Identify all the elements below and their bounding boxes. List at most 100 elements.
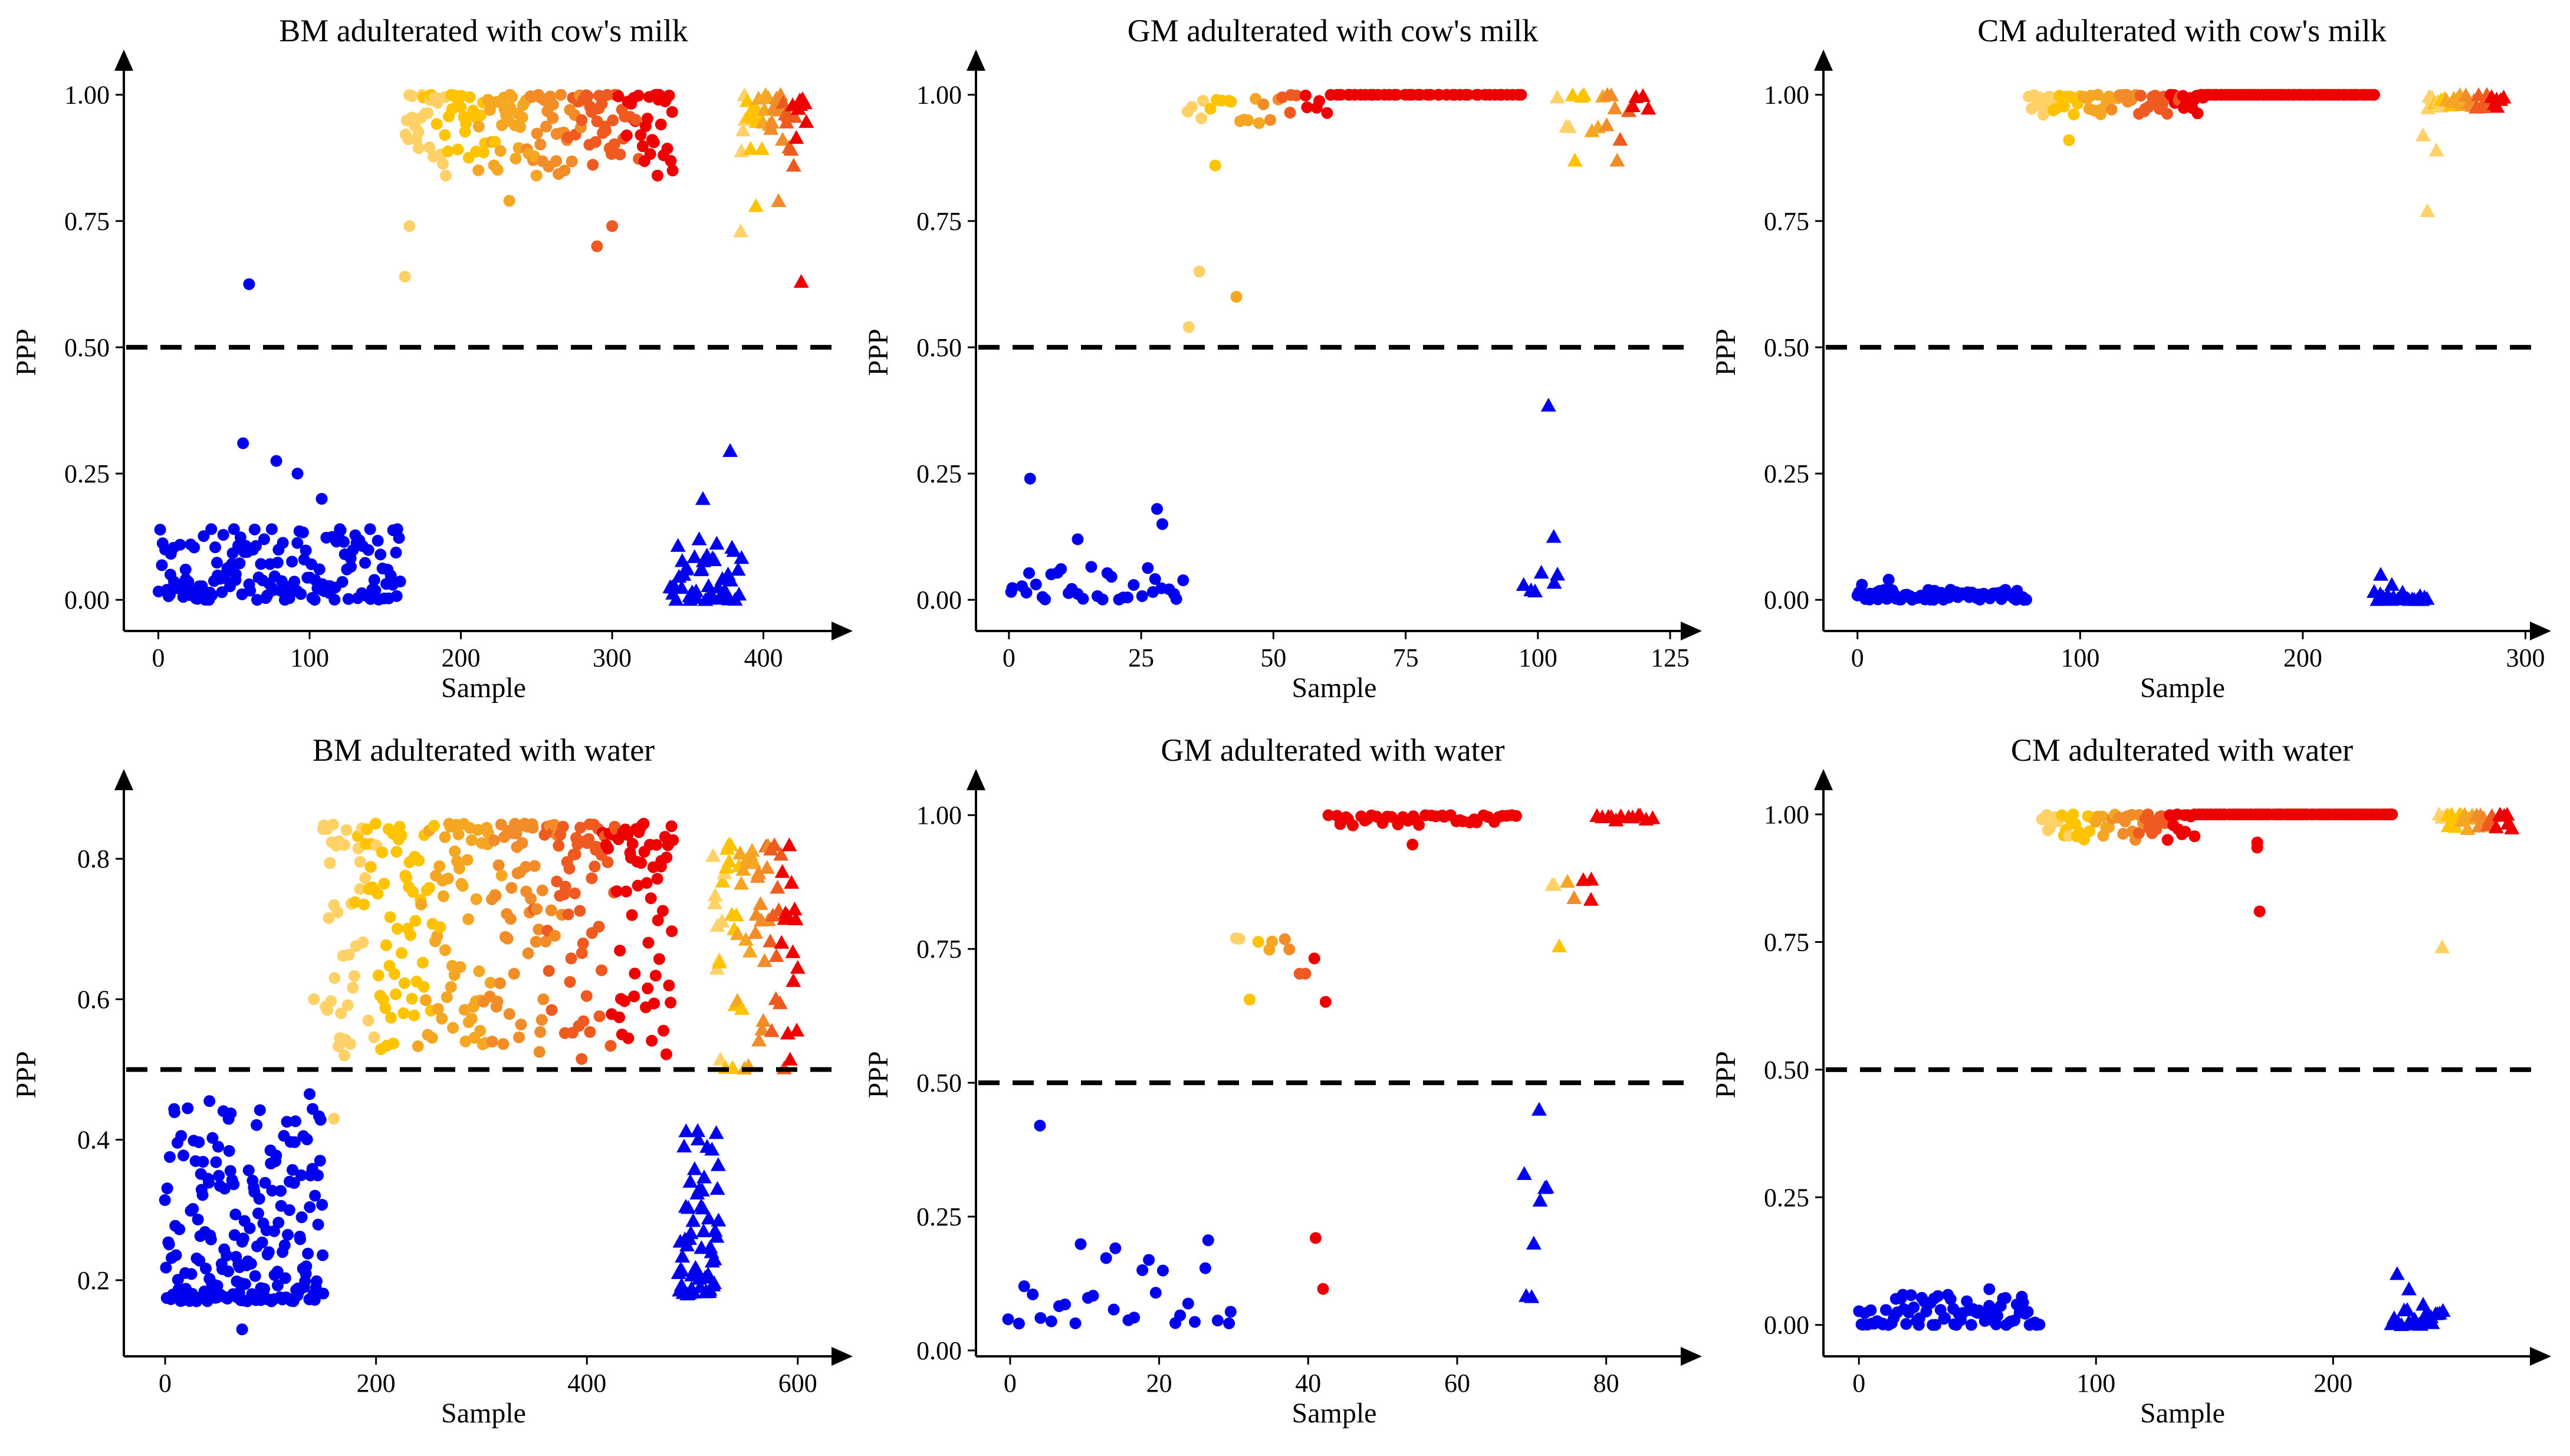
data-point — [1322, 809, 1335, 821]
data-point — [788, 911, 804, 926]
data-point — [551, 875, 563, 888]
data-point — [244, 1222, 256, 1234]
data-point — [673, 580, 689, 594]
data-point — [2415, 1297, 2431, 1311]
data-point — [666, 925, 678, 938]
data-point — [271, 1266, 284, 1278]
data-point — [690, 1131, 706, 1146]
data-point — [2188, 830, 2201, 843]
data-point — [583, 833, 595, 845]
data-point — [789, 1023, 805, 1037]
y-tick-label: 0.50 — [916, 1069, 962, 1097]
data-point — [688, 583, 704, 597]
data-point — [1279, 933, 1291, 945]
data-point — [678, 1123, 694, 1138]
data-point — [660, 851, 673, 863]
data-point — [689, 590, 705, 604]
data-point — [652, 914, 664, 926]
data-point — [1515, 88, 1527, 101]
data-point — [379, 1002, 392, 1014]
data-point — [1299, 89, 1312, 101]
data-point — [1900, 1318, 1912, 1330]
data-point — [648, 136, 660, 149]
x-tick-label: 0 — [1852, 1369, 1865, 1398]
data-point — [249, 1270, 261, 1282]
data-point — [650, 839, 663, 851]
data-point — [628, 990, 640, 1003]
data-point — [288, 576, 301, 588]
data-point — [670, 538, 686, 552]
data-point — [709, 1181, 725, 1195]
data-point — [506, 91, 518, 103]
data-point — [681, 1199, 696, 1214]
data-point — [1939, 1312, 1951, 1324]
data-point — [488, 834, 500, 847]
data-point — [773, 846, 789, 861]
data-point — [196, 580, 208, 593]
data-point — [442, 145, 454, 157]
data-point — [199, 1263, 212, 1275]
data-point — [317, 1287, 330, 1300]
data-point — [622, 1032, 635, 1044]
data-point — [484, 104, 496, 116]
data-point — [343, 949, 355, 961]
data-point — [775, 132, 791, 146]
data-point — [668, 591, 684, 606]
data-point — [530, 169, 543, 182]
data-point — [545, 904, 557, 916]
data-point — [574, 821, 587, 834]
y-axis-label: PPP — [863, 328, 894, 376]
data-point — [1929, 1319, 1941, 1331]
data-point — [1193, 265, 1205, 278]
data-point — [1510, 810, 1522, 822]
y-tick-label: 0.25 — [1764, 1183, 1809, 1212]
data-point — [1156, 1264, 1169, 1277]
data-point — [1309, 1232, 1322, 1244]
data-point — [1584, 123, 1600, 137]
data-point — [770, 880, 786, 894]
data-point — [1607, 100, 1623, 114]
data-point — [412, 1040, 424, 1053]
x-tick-label: 200 — [2313, 1369, 2352, 1398]
data-point — [170, 1249, 182, 1261]
data-point — [344, 561, 357, 573]
data-point — [394, 576, 406, 588]
data-point — [2067, 808, 2079, 820]
chart-title: CM adulterated with cow's milk — [1977, 13, 2387, 48]
data-point — [1252, 936, 1264, 948]
data-point — [1991, 1310, 2004, 1322]
data-point — [456, 880, 469, 892]
data-points — [1002, 807, 1661, 1330]
data-point — [272, 1217, 285, 1229]
data-point — [1149, 573, 1161, 585]
data-point — [340, 824, 353, 836]
data-point — [156, 559, 168, 571]
data-point — [581, 90, 594, 103]
data-point — [213, 1169, 225, 1182]
data-point — [1182, 321, 1195, 333]
data-point — [686, 549, 702, 563]
data-point — [328, 972, 341, 984]
data-point — [384, 911, 396, 923]
data-point — [742, 141, 758, 155]
x-axis-label: Sample — [2140, 1398, 2225, 1429]
data-point — [2078, 833, 2090, 846]
data-point — [547, 112, 559, 124]
data-point — [1567, 153, 1583, 167]
data-point — [250, 540, 262, 552]
data-point — [495, 869, 508, 882]
data-point — [413, 854, 425, 867]
data-point — [399, 977, 411, 990]
data-point — [1072, 533, 1084, 545]
data-point — [364, 861, 377, 873]
data-point — [270, 455, 282, 467]
data-point — [1524, 1289, 1540, 1303]
x-tick-label: 600 — [778, 1369, 817, 1398]
data-point — [1209, 159, 1221, 172]
data-point — [418, 981, 430, 993]
data-point — [223, 1145, 235, 1157]
data-point — [300, 544, 312, 557]
data-point — [759, 860, 775, 874]
data-point — [685, 1213, 701, 1227]
data-point — [593, 921, 605, 933]
